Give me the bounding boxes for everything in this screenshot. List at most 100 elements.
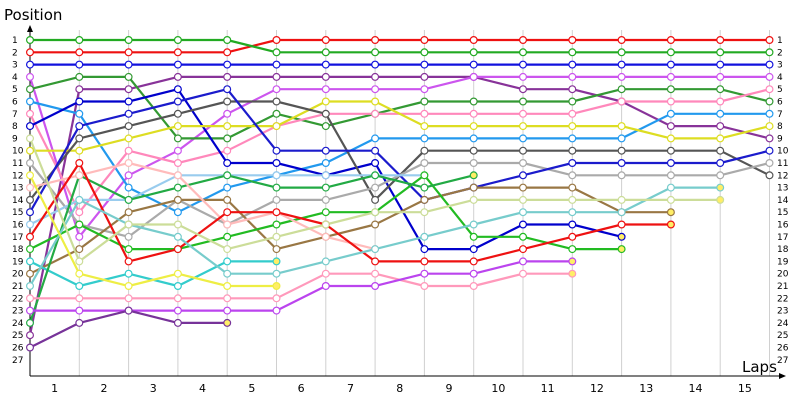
- series-point: [173, 134, 182, 143]
- series-point: [321, 85, 330, 94]
- right-y-tick-label: 19: [777, 257, 789, 267]
- series-point: [420, 195, 429, 204]
- series-point: [173, 282, 182, 291]
- series-point: [321, 48, 330, 57]
- series-point: [75, 195, 84, 204]
- series-point: [617, 232, 626, 241]
- series-point: [518, 97, 527, 106]
- right-y-tick-label: 2: [777, 48, 783, 58]
- series-point: [420, 97, 429, 106]
- series-line: [29, 161, 376, 251]
- series-point: [75, 282, 84, 291]
- series-point: [716, 122, 725, 131]
- series-point: [26, 48, 35, 57]
- series-point: [223, 257, 232, 266]
- y-tick-label: 11: [12, 159, 23, 169]
- series-point: [26, 343, 35, 352]
- series-point: [26, 269, 35, 278]
- series-point: [371, 159, 380, 168]
- series-point: [75, 306, 84, 315]
- series-point: [420, 232, 429, 241]
- series-point: [321, 232, 330, 241]
- series-point: [666, 109, 675, 118]
- series-point: [321, 60, 330, 69]
- series-point: [568, 60, 577, 69]
- right-y-tick-label: 17: [777, 233, 788, 243]
- series-point: [272, 146, 281, 155]
- series-point: [173, 318, 182, 327]
- series-point: [469, 220, 478, 229]
- series-point: [518, 35, 527, 44]
- series-point: [26, 134, 35, 143]
- y-tick-label: 25: [12, 331, 23, 341]
- right-y-tick-label: 15: [777, 208, 788, 218]
- series-point: [420, 109, 429, 118]
- series-point: [420, 257, 429, 266]
- series-point: [716, 134, 725, 143]
- series-point: [124, 134, 133, 143]
- series-layer: [26, 35, 774, 352]
- series-point: [321, 35, 330, 44]
- y-tick-label: 20: [12, 270, 24, 280]
- series-point: [371, 269, 380, 278]
- series-point: [124, 85, 133, 94]
- series-point: [666, 146, 675, 155]
- series-point: [617, 159, 626, 168]
- series-point: [568, 122, 577, 131]
- series-point: [765, 60, 774, 69]
- series-point: [469, 183, 478, 192]
- series-point: [26, 183, 35, 192]
- series-point: [75, 257, 84, 266]
- series-point: [124, 109, 133, 118]
- series-point: [568, 134, 577, 143]
- series-point: [420, 146, 429, 155]
- series-point: [173, 232, 182, 241]
- x-tick-label: 12: [590, 382, 604, 395]
- series-point: [173, 171, 182, 180]
- y-axis-label: Position: [4, 6, 62, 24]
- series-point: [173, 122, 182, 131]
- series-point: [321, 97, 330, 106]
- series-point: [272, 232, 281, 241]
- series-point: [568, 257, 577, 266]
- series-point: [469, 48, 478, 57]
- series-point: [666, 195, 675, 204]
- series-point: [617, 146, 626, 155]
- series-point: [716, 159, 725, 168]
- series-point: [469, 134, 478, 143]
- series-point: [518, 122, 527, 131]
- series-point: [272, 122, 281, 131]
- series-point: [518, 269, 527, 278]
- series-point: [223, 282, 232, 291]
- x-tick-label: 10: [491, 382, 505, 395]
- y-tick-label: 2: [12, 48, 18, 58]
- series-point: [469, 97, 478, 106]
- x-tick-label: 14: [689, 382, 703, 395]
- series-point: [272, 220, 281, 229]
- series-point: [321, 208, 330, 217]
- series-point: [26, 146, 35, 155]
- right-y-tick-label: 27: [777, 356, 788, 366]
- series-point: [272, 171, 281, 180]
- series-point: [75, 85, 84, 94]
- series-point: [371, 85, 380, 94]
- series-line: [30, 260, 573, 312]
- series-point: [75, 72, 84, 81]
- series-point: [371, 195, 380, 204]
- y-tick-label: 6: [12, 98, 18, 108]
- series-point: [75, 60, 84, 69]
- series-point: [272, 183, 281, 192]
- series-point: [173, 220, 182, 229]
- series-point: [26, 306, 35, 315]
- right-y-tick-label: 22: [777, 294, 788, 304]
- series-point: [716, 35, 725, 44]
- series-point: [666, 183, 675, 192]
- series-point: [26, 282, 35, 291]
- series-point: [272, 97, 281, 106]
- series-point: [272, 72, 281, 81]
- series-point: [371, 35, 380, 44]
- series-line: [28, 174, 474, 324]
- series-point: [666, 159, 675, 168]
- series-point: [765, 48, 774, 57]
- series-point: [124, 195, 133, 204]
